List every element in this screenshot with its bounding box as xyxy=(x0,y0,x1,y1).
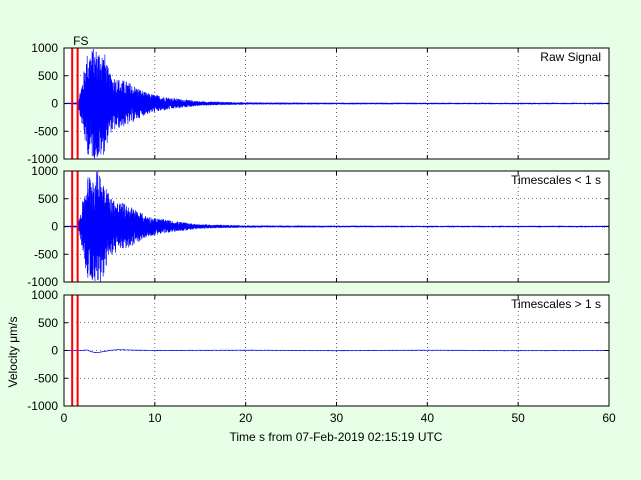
x-tick-label: 10 xyxy=(148,411,162,425)
y-tick-label: 500 xyxy=(38,69,58,83)
x-tick-label: 0 xyxy=(61,411,68,425)
phase-marker-label: FS xyxy=(73,34,88,48)
panel-title: Raw Signal xyxy=(540,50,601,64)
y-tick-label: -1000 xyxy=(27,152,58,166)
x-tick-label: 60 xyxy=(602,411,616,425)
x-axis-label: Time s from 07-Feb-2019 02:15:19 UTC xyxy=(230,430,443,444)
y-axis-label: Velocity μm/s xyxy=(6,317,20,388)
y-tick-label: 1000 xyxy=(31,41,58,55)
panel-1: FS 1000 500 0 -500 -1000 Raw Signal xyxy=(27,34,610,166)
y-tick-label: -500 xyxy=(34,371,58,385)
signal-line xyxy=(64,349,609,354)
y-tick-label: -500 xyxy=(34,124,58,138)
signal-line xyxy=(64,49,609,159)
signal-line xyxy=(64,171,609,282)
x-tick-label: 50 xyxy=(511,411,525,425)
panel-title: Timescales < 1 s xyxy=(511,173,601,187)
y-tick-label: 0 xyxy=(51,97,58,111)
y-tick-label: 500 xyxy=(38,192,58,206)
y-tick-label: 500 xyxy=(38,316,58,330)
panel-title: Timescales > 1 s xyxy=(511,297,601,311)
x-tick-label: 30 xyxy=(330,411,344,425)
x-tick-label: 20 xyxy=(239,411,253,425)
x-tick-label: 40 xyxy=(421,411,435,425)
y-tick-label: 1000 xyxy=(31,288,58,302)
y-tick-label: 0 xyxy=(51,220,58,234)
y-tick-label: -1000 xyxy=(27,399,58,413)
y-tick-label: -500 xyxy=(34,247,58,261)
y-tick-label: 1000 xyxy=(31,164,58,178)
y-tick-label: 0 xyxy=(51,344,58,358)
y-tick-label: -1000 xyxy=(27,275,58,289)
panel-2: 1000 500 0 -500 -1000 Timescales < 1 s xyxy=(27,164,610,289)
